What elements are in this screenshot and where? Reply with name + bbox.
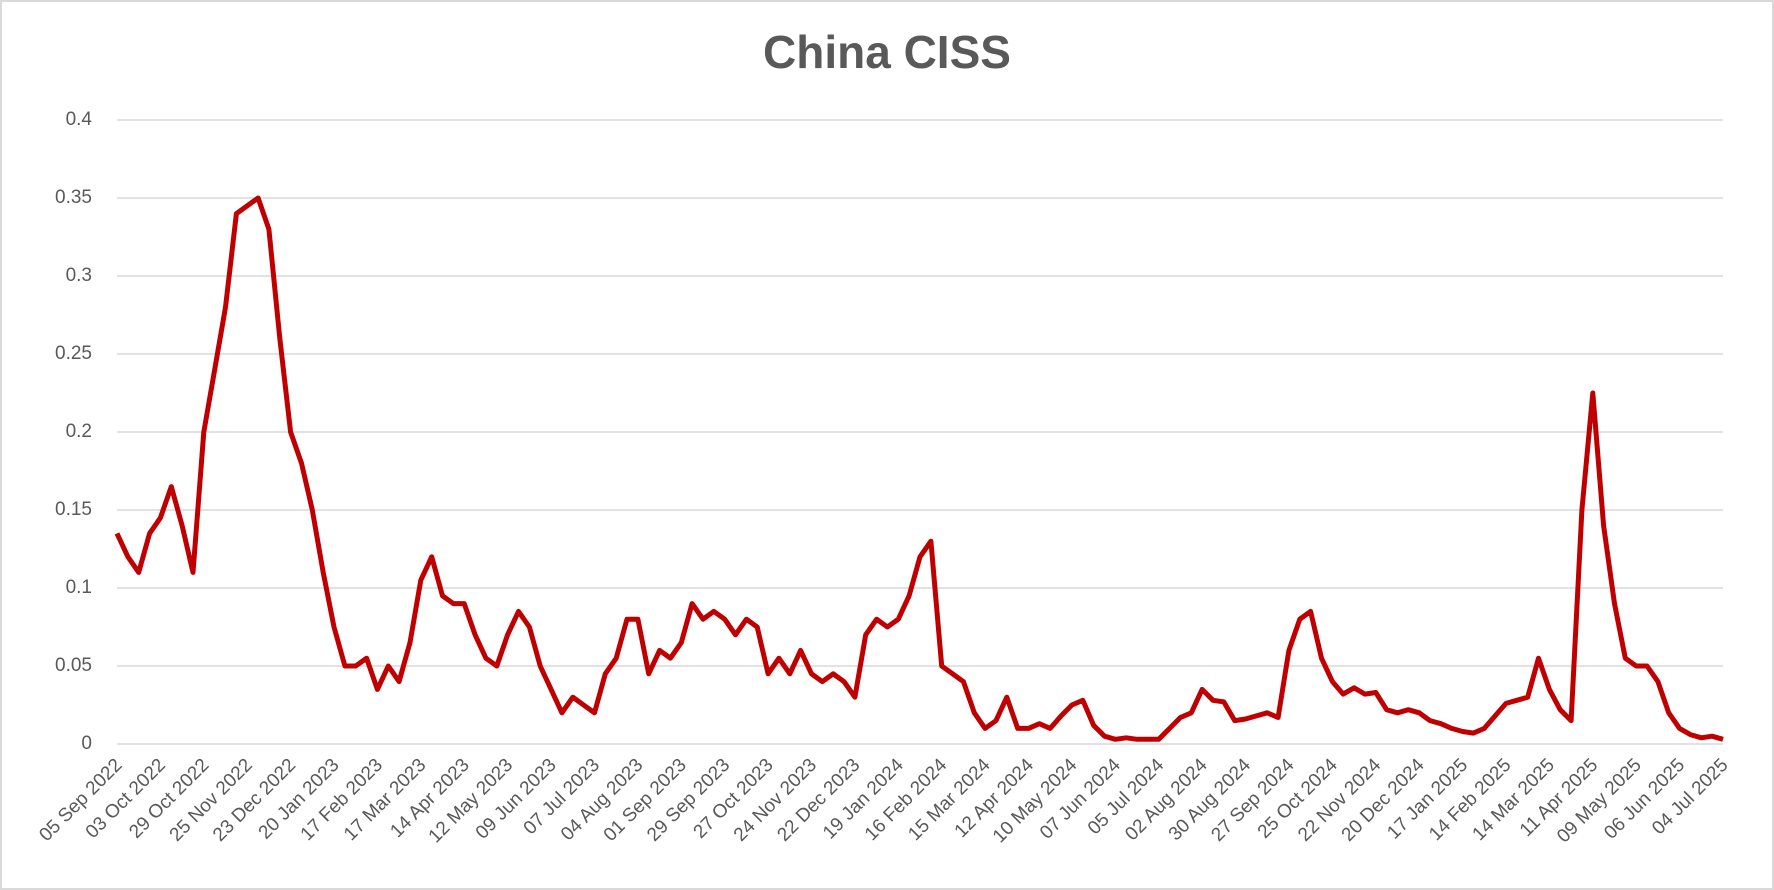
y-tick-label: 0.2 (66, 421, 92, 442)
y-tick-label: 0.25 (55, 343, 92, 364)
y-tick-label: 0.15 (55, 499, 92, 520)
y-tick-label: 0.35 (55, 187, 92, 208)
y-tick-label: 0.05 (55, 655, 92, 676)
chart-title: China CISS (763, 26, 1011, 78)
y-tick-label: 0.4 (66, 109, 93, 130)
y-tick-label: 0 (81, 733, 92, 754)
y-tick-label: 0.3 (66, 265, 92, 286)
y-tick-label: 0.1 (66, 577, 92, 598)
series-line (114, 195, 1724, 742)
